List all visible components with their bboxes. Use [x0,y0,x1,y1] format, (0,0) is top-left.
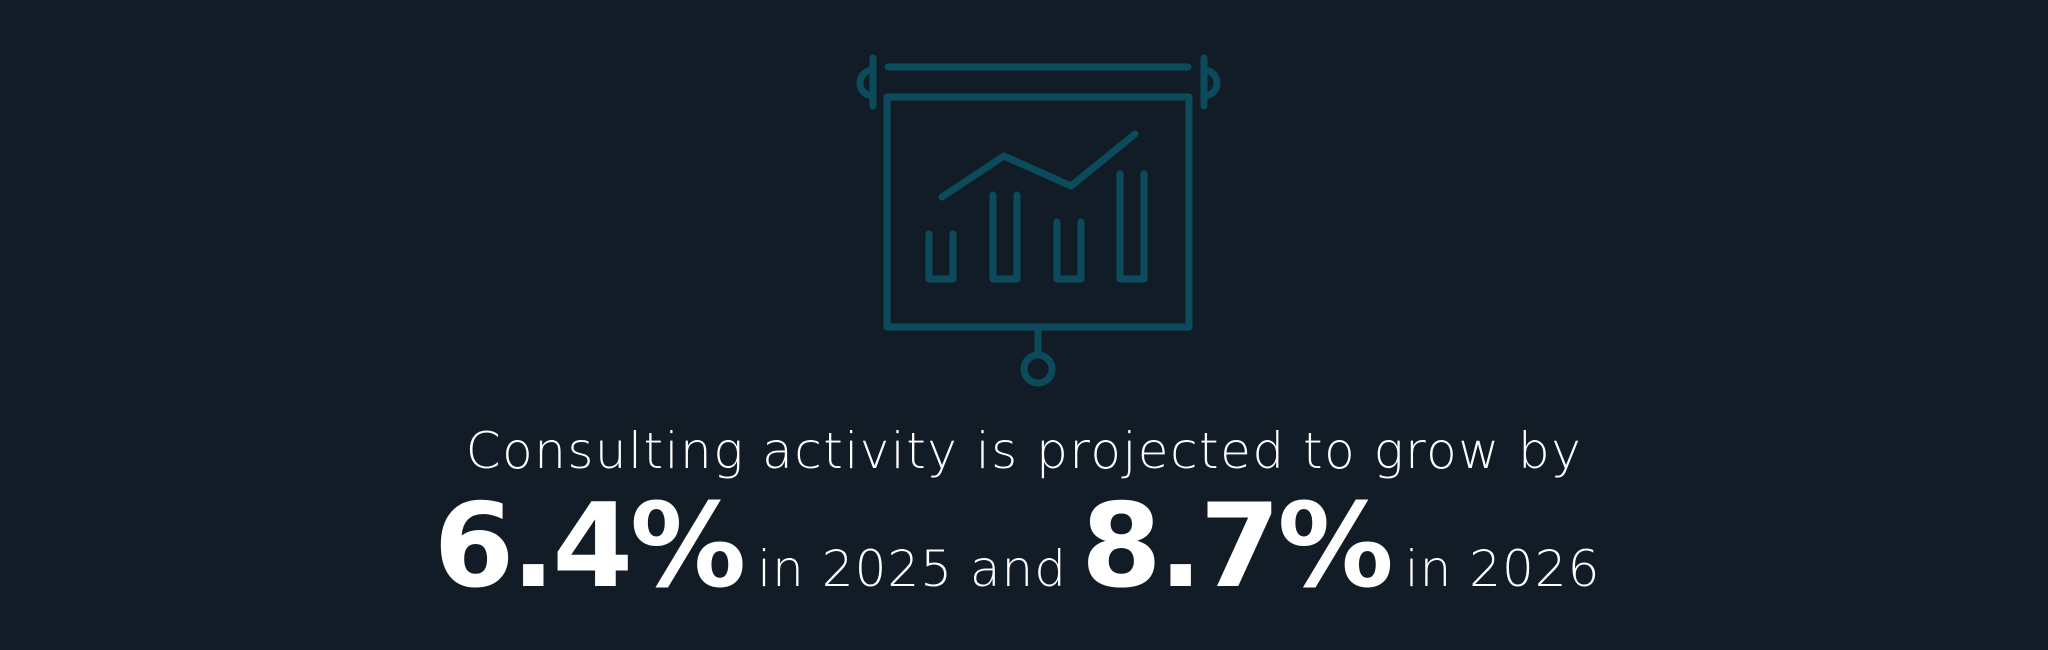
headline-text: Consulting activity is projected to grow… [465,422,1583,480]
growth-stats: 6.4% in 2025 and 8.7% in 2026 [0,482,2048,612]
stat-2025-label: in 2025 and [757,540,1067,598]
stat-2025-value: 6.4% [433,479,747,614]
stat-2026-value: 8.7% [1080,479,1394,614]
stat-2026-label: in 2026 [1404,540,1601,598]
presentation-chart-icon [835,52,1235,392]
